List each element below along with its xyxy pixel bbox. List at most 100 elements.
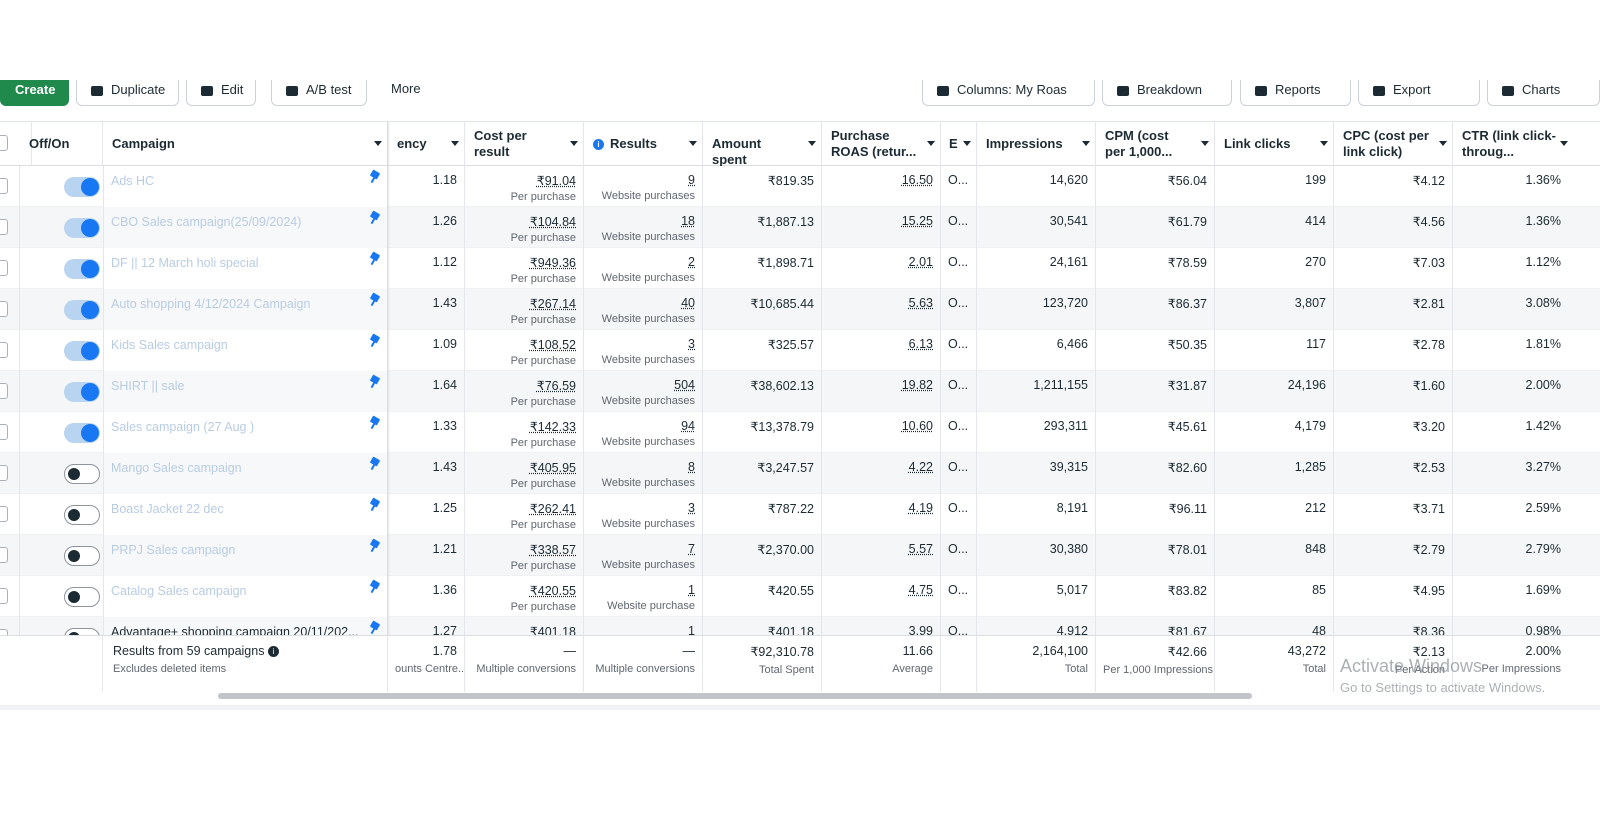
chevron-down-icon[interactable] [374,141,382,146]
header-amount-spent[interactable]: Amount spent [703,122,822,166]
header-frequency[interactable]: ency [388,122,465,166]
cell-cost-per-result-value[interactable]: ₹262.41 [529,502,576,516]
row-checkbox[interactable] [0,424,8,440]
row-checkbox[interactable] [0,178,8,194]
pin-icon[interactable] [370,335,380,347]
campaign-toggle[interactable] [64,259,100,279]
cell-results-value[interactable]: 2 [688,255,695,269]
campaign-toggle[interactable] [64,546,100,566]
cell-roas-value[interactable]: 4.19 [908,501,933,515]
row-checkbox[interactable] [0,506,8,522]
table-row[interactable]: Ads HC 1.18 ₹91.04 Per purchase 9 Website pur… [0,166,1600,207]
campaign-name-link[interactable]: DF || 12 March holi special [111,256,259,270]
breakdown-button[interactable]: Breakdown [1102,80,1232,106]
header-cpm[interactable]: CPM (cost per 1,000... [1096,122,1215,166]
campaign-toggle[interactable] [64,505,100,525]
campaign-name-link[interactable]: Boast Jacket 22 dec [111,502,224,516]
header-ctr[interactable]: CTR (link click-throug... [1453,122,1600,166]
cell-results-value[interactable]: 94 [681,419,695,433]
cell-roas-value[interactable]: 3.99 [908,624,933,638]
pin-icon[interactable] [370,171,380,183]
cell-results-value[interactable]: 8 [688,460,695,474]
table-row[interactable]: Catalog Sales campaign 1.36 ₹420.55 Per pur… [0,576,1600,617]
pin-icon[interactable] [370,212,380,224]
campaign-toggle[interactable] [64,341,100,361]
campaign-toggle[interactable] [64,177,100,197]
campaign-name-link[interactable]: Catalog Sales campaign [111,584,247,598]
info-icon[interactable]: i [267,646,279,657]
chevron-down-icon[interactable] [927,141,935,146]
table-row[interactable]: DF || 12 March holi special 1.12 ₹949.36 Pe… [0,248,1600,289]
cell-results-value[interactable]: 1 [688,583,695,597]
table-row[interactable]: Auto shopping 4/12/2024 Campaign 1.43 ₹267… [0,289,1600,330]
campaign-name-link[interactable]: CBO Sales campaign(25/09/2024) [111,215,302,229]
cell-results-value[interactable]: 9 [688,173,695,187]
select-all-checkbox[interactable] [0,135,8,151]
cell-cost-per-result-value[interactable]: ₹108.52 [529,338,576,352]
pin-icon[interactable] [370,540,380,552]
table-row[interactable]: Mango Sales campaign 1.43 ₹405.95 Per purch… [0,453,1600,494]
campaign-toggle[interactable] [64,382,100,402]
table-row[interactable]: Kids Sales campaign 1.09 ₹108.52 Per purcha… [0,330,1600,371]
chevron-down-icon[interactable] [1560,141,1568,146]
cell-results-value[interactable]: 1 [688,624,695,638]
campaign-name-link[interactable]: PRPJ Sales campaign [111,543,236,557]
campaign-name-link[interactable]: Auto shopping 4/12/2024 Campaign [111,297,311,311]
table-row[interactable]: CBO Sales campaign(25/09/2024) 1.26 ₹104.8… [0,207,1600,248]
campaign-toggle[interactable] [64,218,100,238]
campaign-toggle[interactable] [64,423,100,443]
row-checkbox[interactable] [0,383,8,399]
campaign-name-link[interactable]: Sales campaign (27 Aug ) [111,420,255,434]
columns-button[interactable]: Columns: My Roas [922,80,1095,106]
campaign-toggle[interactable] [64,300,100,320]
chevron-down-icon[interactable] [570,141,578,146]
chevron-down-icon[interactable] [808,141,816,146]
chevron-down-icon[interactable] [689,141,697,146]
cell-roas-value[interactable]: 19.82 [901,378,933,392]
pin-icon[interactable] [370,294,380,306]
row-checkbox[interactable] [0,588,8,604]
header-campaign[interactable]: Campaign [103,122,388,166]
header-purchase-roas[interactable]: Purchase ROAS (retur... [822,122,941,166]
ab-test-button[interactable]: A/B test [271,80,367,106]
pin-icon[interactable] [370,253,380,265]
row-checkbox[interactable] [0,219,8,235]
cell-results-value[interactable]: 7 [688,542,695,556]
duplicate-button[interactable]: Duplicate [76,80,179,106]
header-e[interactable]: E [941,122,977,166]
cell-roas-value[interactable]: 4.22 [908,460,933,474]
pin-icon[interactable] [370,417,380,429]
pin-icon[interactable] [370,376,380,388]
chevron-down-icon[interactable] [1082,141,1090,146]
cell-cost-per-result-value[interactable]: ₹420.55 [529,584,576,598]
table-row[interactable]: Sales campaign (27 Aug ) 1.33 ₹142.33 Per p… [0,412,1600,453]
pin-icon[interactable] [370,499,380,511]
row-checkbox[interactable] [0,260,8,276]
row-checkbox[interactable] [0,465,8,481]
chevron-down-icon[interactable] [451,141,459,146]
cell-roas-value[interactable]: 15.25 [901,214,933,228]
row-checkbox[interactable] [0,547,8,563]
export-button[interactable]: Export [1358,80,1480,106]
chevron-down-icon[interactable] [963,141,971,146]
pin-icon[interactable] [370,458,380,470]
campaign-toggle[interactable] [64,587,100,607]
header-cost-per-result[interactable]: Cost per result [465,122,584,166]
info-icon[interactable]: i [593,139,604,150]
campaign-name-link[interactable]: Kids Sales campaign [111,338,228,352]
cell-results-value[interactable]: 504 [674,378,695,392]
campaign-name-link[interactable]: SHIRT || sale [111,379,185,393]
cell-cost-per-result-value[interactable]: ₹142.33 [529,420,576,434]
cell-cost-per-result-value[interactable]: ₹949.36 [529,256,576,270]
header-cpc[interactable]: CPC (cost per link click) [1334,122,1453,166]
charts-button[interactable]: Charts [1487,80,1600,106]
reports-button[interactable]: Reports [1240,80,1351,106]
pin-icon[interactable] [370,622,380,634]
header-link-clicks[interactable]: Link clicks [1215,122,1334,166]
edit-button[interactable]: Edit [186,80,256,106]
more-button[interactable]: More [391,81,421,96]
cell-cost-per-result-value[interactable]: ₹76.59 [536,379,576,393]
cell-roas-value[interactable]: 5.63 [908,296,933,310]
cell-roas-value[interactable]: 5.57 [908,542,933,556]
create-button[interactable]: Create [0,80,69,106]
